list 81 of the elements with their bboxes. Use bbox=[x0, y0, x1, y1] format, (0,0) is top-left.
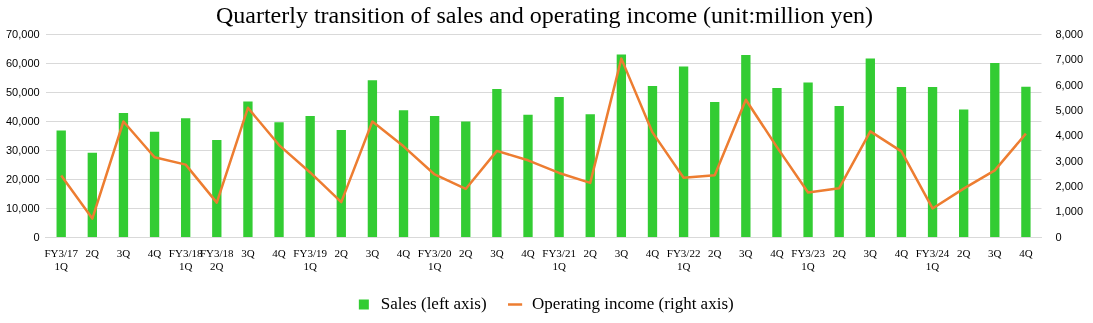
x-tick-label: 2Q bbox=[583, 247, 598, 260]
y2-tick-label: 5,000 bbox=[1055, 103, 1083, 116]
y-tick-label: 50,000 bbox=[5, 85, 40, 98]
bar bbox=[492, 88, 502, 238]
bar bbox=[554, 97, 564, 238]
x-tick-label: 4Q bbox=[894, 247, 909, 260]
y2-tick-label: 1,000 bbox=[1055, 205, 1083, 218]
x-tick-label: FY3/17 1Q bbox=[44, 247, 79, 273]
x-tick-label: 2Q bbox=[459, 247, 473, 260]
y-tick-label: 10,000 bbox=[5, 201, 40, 214]
x-tick-label: 3Q bbox=[614, 247, 629, 260]
x-tick-label: 4Q bbox=[396, 247, 411, 260]
y-tick-label: 0 bbox=[33, 230, 40, 243]
bar bbox=[616, 54, 627, 238]
y-tick-label: 40,000 bbox=[5, 114, 40, 127]
x-tick-label: 3Q bbox=[365, 247, 380, 260]
bar bbox=[181, 118, 191, 238]
bar bbox=[803, 82, 813, 238]
y2-tick-label: 6,000 bbox=[1055, 78, 1083, 91]
bar bbox=[741, 55, 751, 238]
x-tick-label: 3Q bbox=[241, 247, 255, 260]
bar bbox=[149, 131, 160, 238]
y-tick-label: 20,000 bbox=[5, 172, 40, 185]
bar bbox=[398, 110, 409, 238]
bar bbox=[305, 115, 315, 238]
x-tick-label: FY3/24 1Q bbox=[915, 247, 950, 273]
bar bbox=[56, 130, 66, 238]
x-tick-label: FY3/22 1Q bbox=[666, 247, 701, 273]
y-tick-label: 30,000 bbox=[5, 143, 40, 156]
bar bbox=[834, 106, 844, 238]
x-tick-label: 2Q bbox=[956, 247, 971, 260]
bar bbox=[118, 113, 129, 238]
x-tick-label: 2Q bbox=[832, 247, 846, 260]
x-tick-label: 2Q bbox=[85, 247, 100, 260]
x-tick-label: 3Q bbox=[490, 247, 504, 260]
x-tick-label: 4Q bbox=[770, 247, 784, 260]
y2-tick-label: 3,000 bbox=[1055, 154, 1083, 167]
bar bbox=[959, 109, 969, 238]
x-tick-label: FY3/19 1Q bbox=[293, 247, 328, 273]
bar bbox=[274, 122, 284, 238]
x-tick-label: FY3/21 1Q bbox=[542, 247, 576, 273]
x-tick-label: 3Q bbox=[988, 247, 1002, 260]
y2-tick-label: 7,000 bbox=[1055, 53, 1083, 66]
x-tick-label: 4Q bbox=[521, 247, 535, 260]
y2-tick-label: 4,000 bbox=[1055, 129, 1083, 142]
x-tick-label: FY3/23 1Q bbox=[791, 247, 826, 273]
legend-label: Sales (left axis) bbox=[380, 293, 487, 313]
legend-label: Operating income (right axis) bbox=[532, 293, 734, 313]
x-tick-label: 4Q bbox=[272, 247, 286, 260]
bar bbox=[710, 102, 720, 238]
bar bbox=[896, 86, 907, 238]
bar bbox=[772, 88, 782, 238]
x-tick-label: 3Q bbox=[739, 247, 753, 260]
bar bbox=[243, 101, 253, 238]
bar bbox=[990, 62, 1000, 238]
x-tick-label: FY3/20 1Q bbox=[417, 247, 452, 273]
y2-tick-label: 8,000 bbox=[1055, 27, 1083, 40]
x-tick-label: 2Q bbox=[707, 247, 722, 260]
bar bbox=[865, 58, 875, 238]
x-tick-label: 4Q bbox=[1019, 247, 1033, 260]
bar bbox=[647, 86, 658, 238]
bar bbox=[927, 86, 938, 238]
x-tick-label: 3Q bbox=[863, 247, 878, 260]
y-tick-label: 70,000 bbox=[5, 27, 40, 40]
bar bbox=[523, 114, 533, 238]
bar bbox=[585, 114, 595, 238]
y-tick-label: 60,000 bbox=[5, 56, 40, 69]
y2-tick-label: 0 bbox=[1055, 230, 1062, 243]
bar bbox=[212, 139, 222, 238]
chart-title: Quarterly transition of sales and operating income (unit:million yen) bbox=[215, 1, 874, 28]
x-tick-label: 2Q bbox=[334, 247, 349, 260]
x-tick-label: 4Q bbox=[147, 247, 162, 260]
x-tick-label: 4Q bbox=[645, 247, 660, 260]
y2-tick-label: 2,000 bbox=[1055, 179, 1083, 192]
bar bbox=[678, 66, 689, 238]
bar bbox=[367, 80, 378, 238]
bar bbox=[336, 130, 346, 238]
bar bbox=[1021, 86, 1031, 238]
bar bbox=[461, 121, 471, 238]
bar bbox=[429, 115, 440, 238]
x-tick-label: 3Q bbox=[116, 247, 131, 260]
